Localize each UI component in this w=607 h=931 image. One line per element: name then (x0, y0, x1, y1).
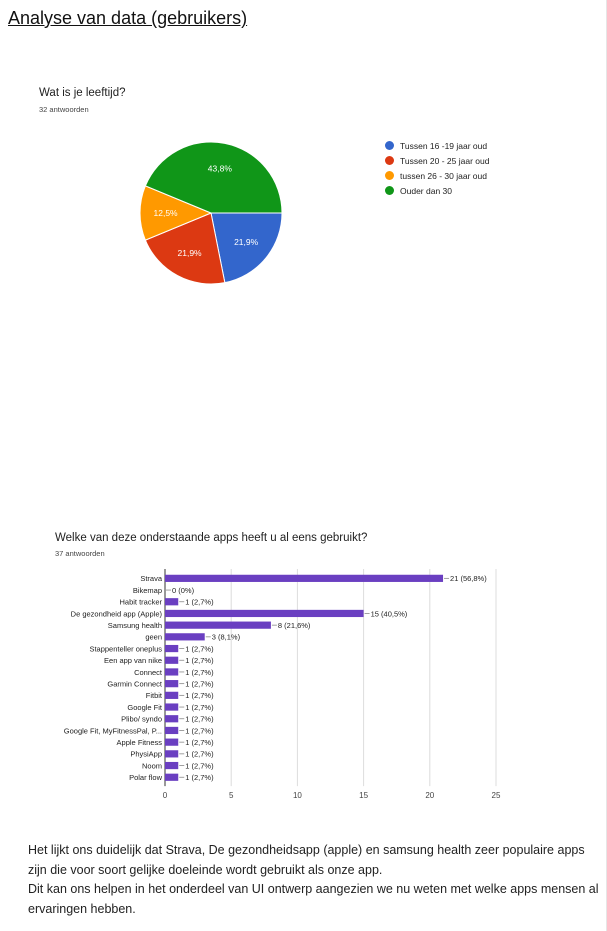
bar-7 (165, 644, 179, 653)
bar-chart-title: Welke van deze onderstaande apps heeft u… (55, 532, 368, 544)
conclusion-paragraph-1: Het lijkt ons duidelijk dat Strava, De g… (28, 843, 585, 877)
pie-slice-4 (144, 141, 283, 214)
legend-swatch (385, 186, 394, 195)
category-label-16: PhysiApp (130, 750, 162, 759)
pie-slice-label-3: 12,5% (154, 208, 179, 218)
bar-value-label-10: 1 (2,7%) (185, 679, 214, 688)
legend-item-2: Tussen 20 - 25 jaar oud (385, 153, 489, 168)
x-tick-label-5: 5 (229, 791, 234, 800)
category-label-1: Strava (140, 574, 163, 583)
legend-item-1: Tussen 16 -19 jaar oud (385, 138, 489, 153)
bar-value-label-16: 1 (2,7%) (185, 750, 214, 759)
bar-value-label-2: 0 (0%) (172, 586, 195, 595)
category-label-4: De gezondheid app (Apple) (71, 609, 163, 618)
bar-18 (165, 773, 179, 781)
bar-13 (165, 715, 179, 723)
x-tick-label-25: 25 (492, 791, 501, 800)
bar-9 (165, 668, 179, 676)
age-pie-chart: 21,9% 21,9% 12,5% 43,8% (139, 141, 283, 285)
bar-10 (165, 680, 179, 688)
legend-label: Ouder dan 30 (400, 185, 452, 196)
category-label-6: geen (145, 633, 162, 642)
apps-bar-chart: 0 5 10 15 20 25 Strava 21 (56,8%) Bikemap 0 (0%) H… (64, 569, 501, 800)
bar-value-label-14: 1 (2,7%) (185, 726, 214, 735)
bar-17 (165, 761, 179, 770)
bar-3 (165, 598, 179, 606)
legend-swatch (385, 171, 394, 180)
bar-value-label-12: 1 (2,7%) (185, 703, 214, 712)
bar-value-label-7: 1 (2,7%) (185, 644, 214, 653)
bar-value-label-6: 3 (8,1%) (212, 633, 241, 642)
bar-value-label-17: 1 (2,7%) (185, 761, 214, 770)
category-label-2: Bikemap (133, 586, 162, 595)
conclusion-paragraph-2: Dit kan ons helpen in het onderdeel van … (28, 882, 599, 916)
bar-1 (165, 574, 444, 582)
bar-value-label-1: 21 (56,8%) (450, 574, 487, 583)
category-label-3: Habit tracker (119, 598, 162, 607)
legend-swatch (385, 141, 394, 150)
bar-value-label-15: 1 (2,7%) (185, 738, 214, 747)
legend-label: Tussen 20 - 25 jaar oud (400, 155, 490, 166)
pie-slice-label-4: 43,8% (208, 163, 233, 173)
x-tick-label-15: 15 (359, 791, 368, 800)
bar-5 (165, 621, 271, 629)
page-title: Analyse van data (gebruikers) (8, 8, 248, 28)
bar-value-label-18: 1 (2,7%) (185, 773, 214, 782)
bar-6 (165, 633, 205, 641)
category-label-9: Connect (134, 668, 163, 677)
pie-chart-title: Wat is je leeftijd? (39, 87, 126, 99)
bar-value-label-8: 1 (2,7%) (185, 656, 214, 665)
legend-label: Tussen 16 -19 jaar oud (400, 140, 488, 151)
x-tick-label-10: 10 (293, 791, 302, 800)
bar-value-label-11: 1 (2,7%) (185, 691, 214, 700)
category-label-8: Een app van nike (104, 656, 162, 665)
bar-16 (165, 750, 179, 758)
category-label-18: Polar flow (129, 773, 163, 782)
bar-value-label-3: 1 (2,7%) (185, 598, 214, 607)
legend-swatch (385, 156, 394, 165)
pie-slice-label-1: 21,9% (234, 237, 259, 247)
x-tick-label-0: 0 (163, 791, 168, 800)
category-label-17: Noom (142, 761, 162, 770)
bar-value-label-13: 1 (2,7%) (185, 715, 214, 724)
category-label-14: Google Fit, MyFitnessPal, P... (64, 726, 162, 735)
category-label-5: Samsung health (108, 621, 162, 630)
pie-slice-2 (144, 212, 226, 285)
bar-value-label-5: 8 (21,6%) (278, 621, 311, 630)
bar-chart-subtitle: 37 antwoorden (55, 549, 105, 558)
bar-11 (165, 691, 179, 699)
pie-slice-label-2: 21,9% (178, 248, 203, 258)
pie-legend: Tussen 16 -19 jaar oud Tussen 20 - 25 jaa… (385, 138, 489, 198)
category-label-11: Fitbit (146, 691, 163, 700)
bar-15 (165, 738, 179, 746)
bar-value-label-4: 15 (40,5%) (371, 609, 408, 618)
bar-value-label-9: 1 (2,7%) (185, 668, 214, 677)
pie-slice-1 (210, 212, 283, 284)
pie-chart-subtitle: 32 antwoorden (39, 105, 89, 114)
bar-14 (165, 726, 179, 735)
legend-item-4: Ouder dan 30 (385, 183, 489, 198)
category-label-10: Garmin Connect (107, 679, 163, 688)
category-label-15: Apple Fitness (117, 738, 163, 747)
legend-item-3: tussen 26 - 30 jaar oud (385, 168, 489, 183)
conclusion-text: Het lijkt ons duidelijk dat Strava, De g… (28, 841, 603, 919)
bar-8 (165, 656, 179, 664)
category-label-7: Stappenteller oneplus (89, 644, 162, 653)
bar-12 (165, 703, 179, 711)
category-label-12: Google Fit (127, 703, 163, 712)
bar-4 (165, 609, 364, 618)
legend-label: tussen 26 - 30 jaar oud (400, 170, 487, 181)
x-tick-label-20: 20 (425, 791, 434, 800)
category-label-13: Plibo/ syndo (121, 715, 162, 724)
